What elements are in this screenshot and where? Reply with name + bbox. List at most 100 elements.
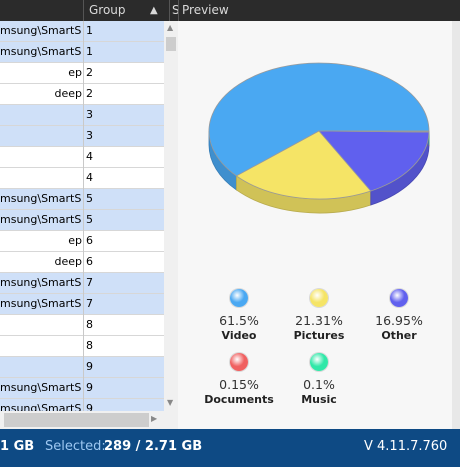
header-separator xyxy=(178,0,179,21)
table-row[interactable]: 3 xyxy=(0,126,164,147)
table-row[interactable]: 8 xyxy=(0,336,164,357)
column-separator xyxy=(83,231,84,252)
table-row[interactable]: 9 xyxy=(0,357,164,378)
group-cell: 6 xyxy=(86,234,93,247)
group-cell: 7 xyxy=(86,297,93,310)
table-row[interactable]: 4 xyxy=(0,147,164,168)
table-row[interactable]: ep 2 xyxy=(0,63,164,84)
group-cell: 3 xyxy=(86,129,93,142)
legend-percent: 0.15% xyxy=(219,377,259,392)
preview-panel: 61.5% Video 21.31% Pictures 16.95% Other 0.15%… xyxy=(178,21,452,429)
legend-dot-icon xyxy=(230,289,248,307)
column-separator xyxy=(83,210,84,231)
column-separator xyxy=(83,294,84,315)
table-row[interactable]: deep 2 xyxy=(0,84,164,105)
table-row[interactable]: msung\SmartS... 1 xyxy=(0,21,164,42)
size-column-header[interactable]: S xyxy=(172,3,178,17)
column-separator xyxy=(83,126,84,147)
column-separator xyxy=(83,42,84,63)
legend-dot-icon xyxy=(230,353,248,371)
group-cell: 1 xyxy=(86,24,93,37)
file-path-cell: msung\SmartS... xyxy=(0,297,82,310)
file-path-cell: msung\SmartS... xyxy=(0,24,82,37)
table-row[interactable]: deep 6 xyxy=(0,252,164,273)
file-path-cell: deep xyxy=(54,87,83,100)
scroll-up-arrow-icon[interactable]: ▲ xyxy=(167,23,174,32)
total-size-text: 1 GB xyxy=(0,439,35,454)
group-cell: 9 xyxy=(86,402,93,415)
column-separator xyxy=(83,168,84,189)
pie-slice-video xyxy=(208,62,430,177)
horizontal-scrollbar[interactable]: ▶ xyxy=(0,411,164,429)
selected-label: Selected: xyxy=(45,439,106,454)
file-path-cell: msung\SmartS... xyxy=(0,45,82,58)
table-row[interactable]: 4 xyxy=(0,168,164,189)
table-row[interactable]: 8 xyxy=(0,315,164,336)
table-row[interactable]: msung\SmartS... 5 xyxy=(0,210,164,231)
group-cell: 2 xyxy=(86,87,93,100)
column-separator xyxy=(83,273,84,294)
group-cell: 5 xyxy=(86,213,93,226)
group-cell: 9 xyxy=(86,381,93,394)
legend-percent: 16.95% xyxy=(375,313,423,328)
group-cell: 4 xyxy=(86,171,93,184)
legend-dot-icon xyxy=(310,289,328,307)
file-path-cell: msung\SmartS... xyxy=(0,381,82,394)
table-row[interactable]: msung\SmartS... 7 xyxy=(0,294,164,315)
group-cell: 9 xyxy=(86,360,93,373)
sort-ascending-icon[interactable]: ▲ xyxy=(150,5,158,16)
pie-slice-other xyxy=(318,130,430,192)
vertical-scrollbar[interactable]: ▲ ▼ xyxy=(164,21,178,411)
table-row[interactable]: msung\SmartS... 1 xyxy=(0,42,164,63)
column-separator xyxy=(83,378,84,399)
table-row[interactable]: ep 6 xyxy=(0,231,164,252)
legend-percent: 0.1% xyxy=(303,377,335,392)
table-row[interactable]: 3 xyxy=(0,105,164,126)
group-cell: 8 xyxy=(86,339,93,352)
preview-scrollbar[interactable] xyxy=(452,21,460,429)
preview-title: Preview xyxy=(182,3,229,17)
legend-item-other: 16.95% Other xyxy=(359,289,439,342)
group-cell: 4 xyxy=(86,150,93,163)
group-cell: 8 xyxy=(86,318,93,331)
group-cell: 3 xyxy=(86,108,93,121)
legend-percent: 21.31% xyxy=(295,313,343,328)
file-path-cell: deep xyxy=(54,255,83,268)
column-separator xyxy=(83,315,84,336)
file-path-cell: ep xyxy=(68,66,82,79)
group-column-header[interactable]: Group xyxy=(89,3,126,17)
column-separator xyxy=(83,399,84,420)
column-separator xyxy=(83,84,84,105)
header-separator xyxy=(83,0,84,21)
legend-label: Video xyxy=(221,329,257,342)
column-separator xyxy=(83,63,84,84)
group-cell: 5 xyxy=(86,192,93,205)
legend-item-music: 0.1% Music xyxy=(279,353,359,406)
column-separator xyxy=(83,147,84,168)
version-text: V 4.11.7.760 xyxy=(364,439,448,454)
scroll-right-arrow-icon[interactable]: ▶ xyxy=(151,414,158,423)
selected-value: 289 / 2.71 GB xyxy=(104,439,203,454)
legend-item-video: 61.5% Video xyxy=(199,289,279,342)
scroll-down-arrow-icon[interactable]: ▼ xyxy=(167,398,174,407)
group-cell: 1 xyxy=(86,45,93,58)
pie-slice-pictures xyxy=(235,130,372,200)
table-row[interactable]: msung\SmartS... 7 xyxy=(0,273,164,294)
group-cell: 2 xyxy=(86,66,93,79)
file-path-cell: ep xyxy=(68,234,82,247)
horizontal-scroll-thumb[interactable] xyxy=(4,413,149,427)
column-separator xyxy=(83,252,84,273)
legend-item-documents: 0.15% Documents xyxy=(199,353,279,406)
grid-header: Group ▲ S Preview xyxy=(0,0,460,21)
legend-item-pictures: 21.31% Pictures xyxy=(279,289,359,342)
vertical-scroll-thumb[interactable] xyxy=(166,37,176,51)
legend-label: Documents xyxy=(204,393,274,406)
table-row[interactable]: msung\SmartS... 9 xyxy=(0,378,164,399)
legend-label: Pictures xyxy=(293,329,345,342)
legend-dot-icon xyxy=(310,353,328,371)
column-separator xyxy=(83,357,84,378)
column-separator xyxy=(83,105,84,126)
group-cell: 7 xyxy=(86,276,93,289)
pie-chart xyxy=(208,62,430,214)
table-row[interactable]: msung\SmartS... 5 xyxy=(0,189,164,210)
